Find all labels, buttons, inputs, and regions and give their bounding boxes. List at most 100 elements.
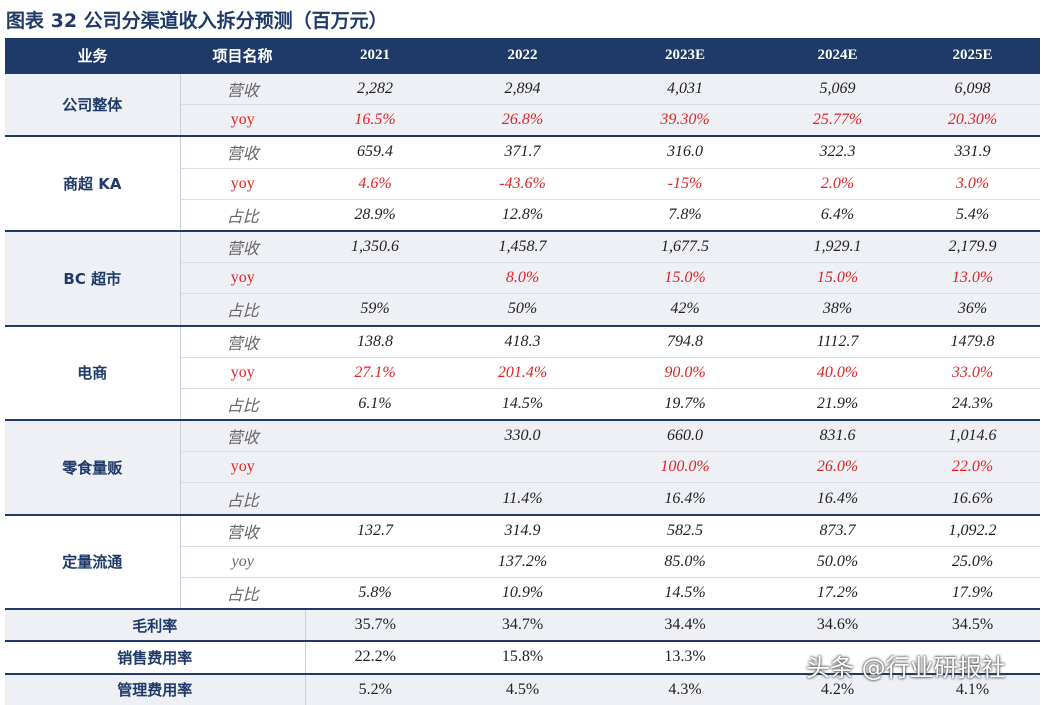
cell: 1,014.6 — [905, 419, 1040, 452]
cell: 34.5% — [905, 608, 1040, 642]
header-cell: 2024E — [770, 38, 905, 73]
cell: 22.0% — [905, 451, 1040, 483]
cell: 1479.8 — [905, 324, 1040, 358]
cell: 137.2% — [445, 545, 600, 578]
cell: 1,929.1 — [770, 229, 905, 263]
cell: 659.4 — [305, 135, 445, 169]
cell: -43.6% — [445, 167, 600, 200]
cell: 34.4% — [600, 608, 770, 642]
row-label: yoy — [180, 104, 305, 137]
summary-row: 毛利率 35.7% 34.7% 34.4% 34.6% 34.5% — [5, 608, 1040, 642]
row-label: yoy — [180, 262, 305, 294]
row-label: 营收 — [180, 72, 305, 105]
cell: 24.3% — [905, 387, 1040, 421]
table: 业务 项目名称 2021 2022 2023E 2024E 2025E 公司整体 营收 2,282… — [5, 38, 1040, 705]
watermark: 头条 @行业研报社 — [806, 654, 1006, 682]
table-row: yoy 100.0% 26.0% 22.0% — [5, 451, 1040, 483]
cell: 2,894 — [445, 72, 600, 105]
cell: 15.0% — [770, 262, 905, 294]
row-label: 占比 — [180, 198, 305, 231]
cell: 42% — [600, 293, 770, 326]
cell — [305, 482, 445, 515]
group-name: BC 超市 — [5, 229, 181, 326]
table-row: 电商 营收 138.8 418.3 794.8 1112.7 1479.8 — [5, 324, 1040, 421]
table-row: yoy 8.0% 15.0% 15.0% 13.0% — [5, 262, 1040, 294]
cell: 14.5% — [600, 577, 770, 610]
cell: 40.0% — [770, 356, 905, 389]
cell: 15.8% — [445, 640, 600, 674]
group-name: 定量流通 — [5, 513, 181, 610]
cell: 331.9 — [905, 135, 1040, 169]
cell: 85.0% — [600, 545, 770, 578]
cell: 4.5% — [445, 672, 600, 705]
cell: 17.2% — [770, 577, 905, 610]
cell: 371.7 — [445, 135, 600, 169]
cell: 11.4% — [445, 482, 600, 515]
cell: 27.1% — [305, 356, 445, 389]
cell — [905, 640, 1040, 674]
cell: 16.6% — [905, 482, 1040, 515]
table-row: 定量流通 营收 132.7 314.9 582.5 873.7 1,092.2 — [5, 513, 1040, 610]
cell: 2.0% — [770, 167, 905, 200]
row-label: yoy — [180, 167, 305, 200]
cell: 2,179.9 — [905, 229, 1040, 263]
cell: 33.0% — [905, 356, 1040, 389]
cell: 4.3% — [600, 672, 770, 705]
cell: 5.4% — [905, 198, 1040, 231]
cell: 794.8 — [600, 324, 770, 358]
cell: 26.8% — [445, 104, 600, 137]
cell: 13.3% — [600, 640, 770, 674]
summary-name: 管理费用率 — [5, 672, 306, 705]
cell: 20.30% — [905, 104, 1040, 137]
cell: 16.5% — [305, 104, 445, 137]
cell: 132.7 — [305, 513, 445, 547]
cell: 50% — [445, 293, 600, 326]
row-label: 营收 — [180, 135, 305, 169]
cell — [305, 545, 445, 578]
cell: 660.0 — [600, 419, 770, 452]
cell: 35.7% — [305, 608, 445, 642]
cell: 138.8 — [305, 324, 445, 358]
row-label: 占比 — [180, 482, 305, 515]
cell: 14.5% — [445, 387, 600, 421]
cell: 314.9 — [445, 513, 600, 547]
cell: 34.6% — [770, 608, 905, 642]
cell: 50.0% — [770, 545, 905, 578]
cell: 12.8% — [445, 198, 600, 231]
row-label: 营收 — [180, 419, 305, 452]
title: 图表 32 公司分渠道收入拆分预测（百万元） — [6, 10, 388, 32]
cell: 3.0% — [905, 167, 1040, 200]
cell — [305, 419, 445, 452]
cell: 5.8% — [305, 577, 445, 610]
cell: 873.7 — [770, 513, 905, 547]
group-name: 公司整体 — [5, 71, 181, 137]
cell: 19.7% — [600, 387, 770, 421]
row-label: 营收 — [180, 229, 305, 263]
cell: 16.4% — [600, 482, 770, 515]
cell: -15% — [600, 167, 770, 200]
cell: 6.4% — [770, 198, 905, 231]
table-row: 占比 5.8% 10.9% 14.5% 17.2% 17.9% — [5, 577, 1040, 610]
cell: 59% — [305, 293, 445, 326]
header-cell: 业务 — [5, 38, 180, 73]
cell: 4.6% — [305, 167, 445, 200]
header-cell: 2021 — [305, 38, 445, 73]
cell: 90.0% — [600, 356, 770, 389]
cell: 7.8% — [600, 198, 770, 231]
cell: 38% — [770, 293, 905, 326]
row-label: yoy — [180, 451, 305, 483]
cell: 21.9% — [770, 387, 905, 421]
cell: 25.77% — [770, 104, 905, 137]
group-name: 电商 — [5, 324, 181, 421]
cell: 5.2% — [305, 672, 445, 705]
group-name: 商超 KA — [5, 135, 181, 231]
cell: 201.4% — [445, 356, 600, 389]
table-row: 公司整体 营收 2,282 2,894 4,031 5,069 6,098 — [5, 71, 1040, 137]
cell: 26.0% — [770, 451, 905, 483]
cell: 316.0 — [600, 135, 770, 169]
header-cell: 2025E — [905, 38, 1040, 73]
cell: 16.4% — [770, 482, 905, 515]
table-row: 零食量贩 营收 330.0 660.0 831.6 1,014.6 — [5, 419, 1040, 515]
cell: 1,677.5 — [600, 229, 770, 263]
